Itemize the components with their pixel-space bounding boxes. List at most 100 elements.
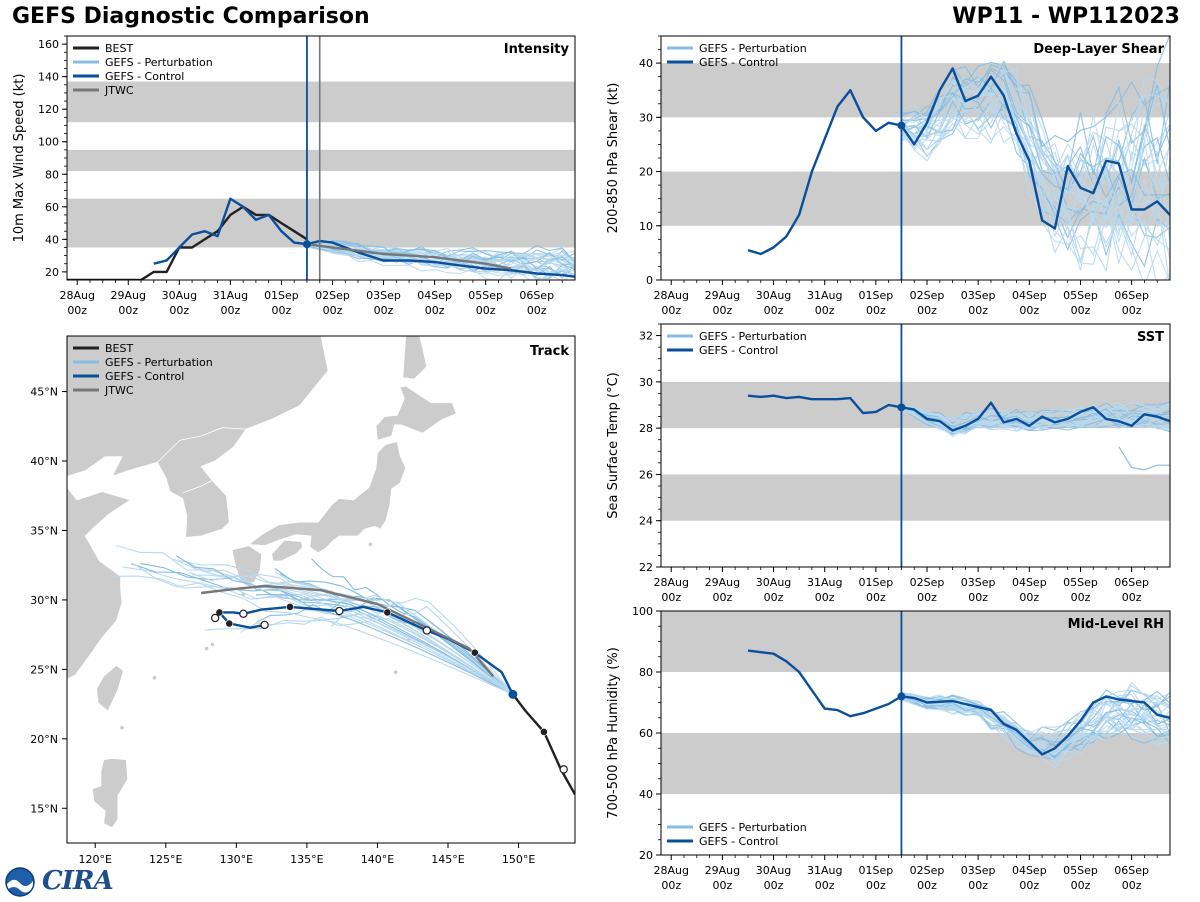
luzon: [91, 757, 129, 829]
rh-ytick-label: 20: [639, 849, 653, 862]
sst-shading-band: [661, 474, 1170, 521]
intensity-xtick-label: 00z: [169, 304, 189, 317]
rh-xtick-label: 06Sep: [1114, 864, 1149, 877]
small-island: [204, 646, 209, 651]
shear-panel: 0 10 20 30 40 28Aug 00z 29Aug 00z 30Aug 00z 31Aug 00…: [606, 35, 1171, 317]
shear-xtick-label: 00z: [661, 304, 681, 317]
sst-legend-label-control: GEFS - Control: [699, 344, 778, 357]
intensity-xtick-label: 28Aug: [59, 289, 94, 302]
rh-xtick-label: 00z: [1019, 879, 1039, 892]
small-island: [152, 675, 157, 680]
sst-legend-label-perturbation: GEFS - Perturbation: [699, 330, 807, 343]
track-legend-label-perturbation: GEFS - Perturbation: [105, 356, 213, 369]
shear-xtick-label: 00z: [917, 304, 937, 317]
sst-ylabel: Sea Surface Temp (°C): [606, 372, 621, 519]
intensity-legend-label-best: BEST: [105, 42, 133, 55]
track-position-marker-open: [260, 620, 269, 630]
shear-xtick-label: 30Aug: [756, 289, 791, 302]
sst-xtick-label: 01Sep: [858, 576, 893, 589]
hokkaido: [375, 385, 458, 441]
shear-legend-label-perturbation: GEFS - Perturbation: [699, 42, 807, 55]
sst-ytick-label: 32: [639, 330, 653, 343]
intensity-xtick-label: 00z: [67, 304, 87, 317]
small-island: [393, 670, 398, 674]
intensity-ytick-label: 20: [45, 266, 59, 279]
track-position-marker: [286, 602, 294, 611]
rh-perturbation-line: [901, 697, 1170, 769]
track-position-marker: [540, 727, 548, 736]
intensity-xtick-label: 00z: [374, 304, 394, 317]
rh-xtick-label: 00z: [815, 879, 835, 892]
rh-xtick-label: 00z: [712, 879, 732, 892]
shear-legend-label-control: GEFS - Control: [699, 56, 778, 69]
shear-xtick-label: 05Sep: [1063, 289, 1098, 302]
intensity-xtick-label: 00z: [323, 304, 343, 317]
shear-xtick-label: 00z: [1019, 304, 1039, 317]
sst-title: SST: [1137, 330, 1164, 345]
sst-perturbation-line: [901, 402, 1170, 420]
rh-series: [747, 649, 1170, 756]
track-xtick-label: 140°E: [361, 853, 394, 866]
sst-xtick-label: 29Aug: [705, 576, 740, 589]
track-perturbation-line: [191, 574, 514, 695]
shear-xtick-label: 01Sep: [858, 289, 893, 302]
track-series: [200, 584, 575, 795]
mainland-asia: [67, 336, 329, 680]
sst-xtick-label: 00z: [1071, 591, 1091, 604]
shear-title: Deep-Layer Shear: [1033, 42, 1164, 57]
track-position-marker-open: [559, 765, 568, 774]
cira-logo-text: CIRA: [42, 866, 114, 896]
track-perturbation-line: [255, 593, 514, 695]
intensity-legend-label-jtwc: JTWC: [104, 84, 134, 97]
shear-xtick-label: 00z: [1071, 304, 1091, 317]
shear-xtick-label: 29Aug: [705, 289, 740, 302]
rh-xtick-label: 28Aug: [653, 864, 688, 877]
sst-ytick-label: 24: [639, 515, 653, 528]
shear-xtick-label: 04Sep: [1012, 289, 1047, 302]
track-position-marker: [225, 619, 234, 628]
storm-id-title: WP11 - WP112023: [952, 4, 1180, 29]
track-best-line: [511, 693, 575, 795]
intensity-xtick-label: 00z: [527, 304, 547, 317]
intensity-ytick-label: 140: [38, 71, 59, 84]
track-perturbation-line: [173, 558, 514, 695]
shear-perturbation-line: [900, 81, 1170, 228]
shear-xtick-label: 00z: [866, 304, 886, 317]
rh-xtick-label: 31Aug: [807, 864, 842, 877]
track-init-marker: [508, 689, 518, 699]
track-perturbation-line: [175, 555, 514, 695]
intensity-ytick-label: 60: [45, 201, 59, 214]
noaa-logo-icon: [5, 867, 35, 897]
intensity-xtick-label: 02Sep: [315, 289, 350, 302]
track-ytick-label: 30°N: [30, 594, 58, 607]
intensity-xtick-label: 31Aug: [213, 289, 248, 302]
shear-ytick-label: 20: [639, 166, 653, 179]
track-position-marker-open: [422, 626, 432, 635]
honshu: [247, 441, 407, 554]
track-perturbation-line: [274, 568, 514, 695]
track-xtick-label: 120°E: [78, 853, 111, 866]
track-xtick-label: 125°E: [149, 853, 182, 866]
shear-init-marker: [897, 121, 906, 130]
sst-xtick-label: 00z: [866, 591, 886, 604]
track-perturbation-members: [114, 544, 514, 695]
rh-control-line: [747, 649, 1170, 756]
track-perturbation-line: [279, 573, 514, 695]
shear-perturbation-line: [901, 80, 1170, 186]
track-perturbation-line: [114, 575, 514, 695]
shear-shading-band: [661, 63, 1170, 118]
rh-ylabel: 700-500 hPa Humidity (%): [606, 647, 621, 819]
rh-xtick-label: 00z: [968, 879, 988, 892]
shear-xtick-label: 00z: [968, 304, 988, 317]
shear-ytick-label: 0: [646, 274, 653, 287]
sst-xtick-label: 06Sep: [1114, 576, 1149, 589]
intensity-legend-label-control: GEFS - Control: [105, 70, 184, 83]
sst-xtick-label: 04Sep: [1012, 576, 1047, 589]
shear-xtick-label: 31Aug: [807, 289, 842, 302]
rh-xtick-label: 00z: [661, 879, 681, 892]
sst-perturbation-line: [901, 407, 1170, 433]
track-title: Track: [530, 344, 569, 359]
intensity-xtick-label: 01Sep: [264, 289, 299, 302]
track-axes-frame: [66, 335, 576, 844]
